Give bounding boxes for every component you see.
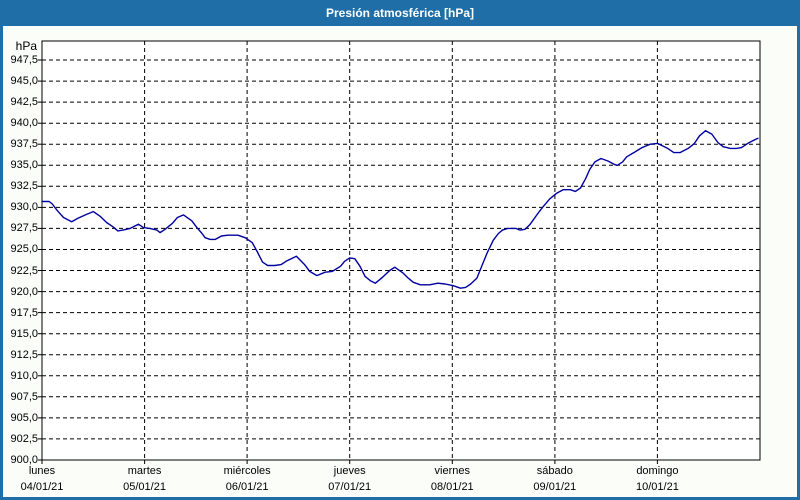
y-tick-label: 907,5 bbox=[10, 390, 38, 403]
x-day-name-label: viernes bbox=[434, 465, 471, 477]
title-bar: Presión atmosférica [hPa] bbox=[0, 0, 800, 26]
x-date-label: 10/01/21 bbox=[636, 481, 679, 493]
x-day-name-label: miércoles bbox=[223, 465, 271, 477]
chart-title: Presión atmosférica [hPa] bbox=[325, 6, 475, 20]
y-tick-label: 905,0 bbox=[10, 411, 38, 424]
y-tick-label: 922,5 bbox=[10, 264, 38, 277]
y-tick-label: 927,5 bbox=[10, 222, 38, 235]
x-day-name-label: martes bbox=[127, 465, 162, 477]
x-day-name-label: sábado bbox=[536, 465, 573, 477]
x-date-label: 05/01/21 bbox=[123, 481, 166, 493]
y-tick-label: 945,0 bbox=[10, 75, 38, 88]
x-date-label: 04/01/21 bbox=[20, 481, 64, 493]
y-tick-label: 932,5 bbox=[10, 180, 38, 193]
y-tick-label: 902,5 bbox=[10, 432, 38, 445]
plot-background bbox=[41, 40, 761, 461]
x-date-label: 07/01/21 bbox=[328, 481, 372, 493]
y-tick-label: 912,5 bbox=[10, 348, 38, 361]
y-tick-label: 920,0 bbox=[10, 285, 38, 298]
x-date-label: 09/01/21 bbox=[533, 481, 577, 493]
y-tick-label: 937,5 bbox=[10, 138, 38, 151]
y-tick-label: 947,5 bbox=[10, 54, 38, 66]
x-day-name-label: lunes bbox=[28, 465, 56, 477]
y-tick-label: 942,5 bbox=[10, 96, 38, 109]
y-tick-label: 900,0 bbox=[10, 454, 38, 466]
y-tick-label: 910,0 bbox=[10, 369, 38, 382]
y-tick-label: 940,0 bbox=[10, 117, 38, 130]
x-date-label: 08/01/21 bbox=[430, 481, 474, 493]
pressure-line bbox=[41, 129, 759, 289]
y-axis-unit-label: hPa bbox=[15, 39, 37, 53]
y-tick-label: 925,0 bbox=[10, 243, 38, 256]
y-tick-label: 935,0 bbox=[10, 159, 38, 172]
y-tick-label: 917,5 bbox=[10, 306, 38, 319]
y-tick-label: 915,0 bbox=[10, 327, 38, 340]
y-tick-label: 930,0 bbox=[10, 201, 38, 214]
x-day-name-label: jueves bbox=[333, 465, 366, 477]
x-day-name-label: domingo bbox=[636, 465, 679, 477]
x-date-label: 06/01/21 bbox=[225, 481, 269, 493]
